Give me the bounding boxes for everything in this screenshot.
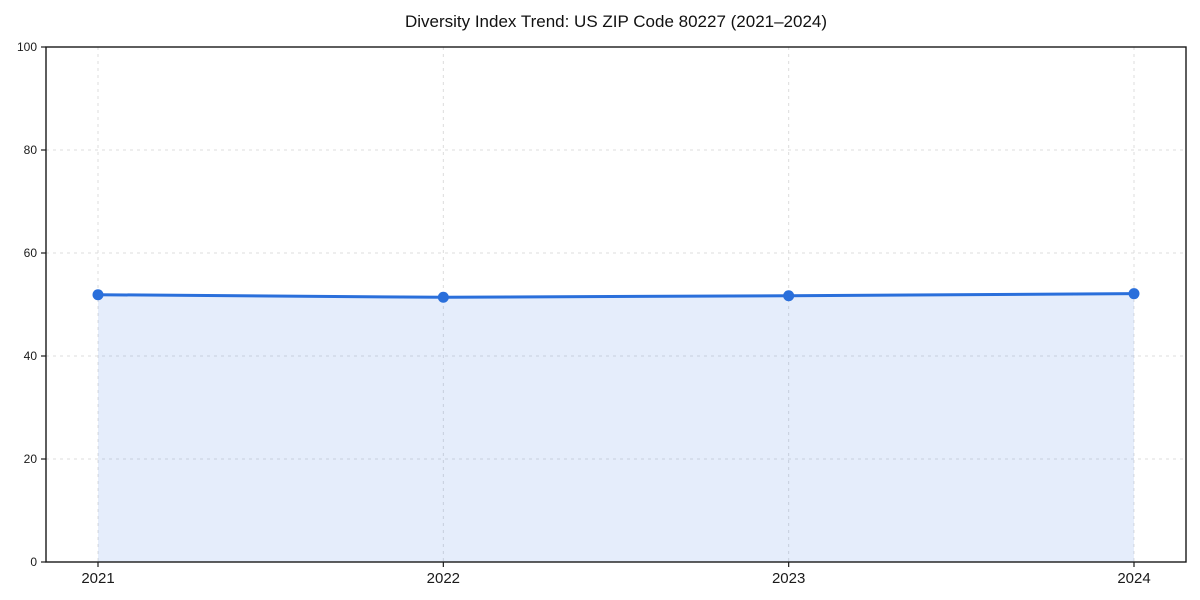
data-point	[437, 291, 449, 303]
area-fill	[98, 293, 1134, 562]
chart-title: Diversity Index Trend: US ZIP Code 80227…	[404, 12, 828, 31]
x-tick-label: 2021	[81, 570, 114, 587]
x-tick-label: 2024	[1117, 570, 1150, 587]
data-point	[1128, 288, 1140, 300]
y-tick-label: 60	[24, 246, 38, 260]
y-tick-label: 80	[24, 143, 38, 157]
y-tick-label: 40	[24, 349, 38, 363]
y-tick-label: 20	[24, 452, 38, 466]
x-tick-label: 2023	[772, 570, 805, 587]
data-point	[783, 290, 795, 302]
data-point	[92, 289, 104, 301]
y-tick-label: 0	[30, 555, 37, 569]
x-tick-label: 2022	[427, 570, 460, 587]
y-tick-label: 100	[17, 40, 37, 54]
axes-box	[45, 46, 1187, 563]
trend-line	[96, 292, 1136, 299]
